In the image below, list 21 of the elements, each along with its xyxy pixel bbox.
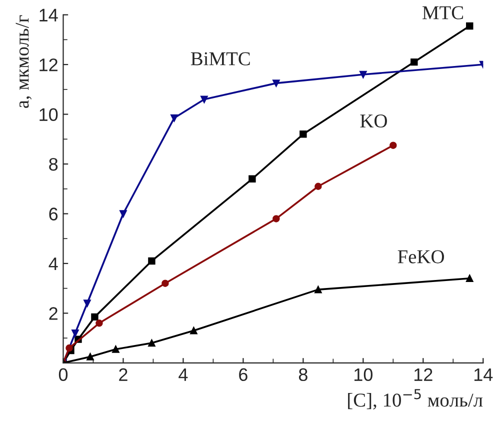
y-tick-label: 4: [48, 258, 58, 270]
x-tick-label: 10: [354, 368, 372, 382]
y-tick-label: 6: [49, 208, 58, 220]
y-tick-label: 2: [49, 307, 58, 320]
series-label: KO: [360, 114, 387, 128]
x-tick-label: 4: [178, 368, 188, 381]
series-label: MTC: [422, 6, 464, 20]
x-tick-label: 2: [119, 368, 128, 381]
x-tick-label: 0: [58, 368, 68, 382]
y-tick-label: 14: [40, 8, 58, 22]
y-tick-label: 10: [40, 108, 58, 121]
x-axis-title: [C], 10$^{−5}$ моль/л: [348, 389, 483, 410]
series-label: BiMTC: [190, 52, 250, 66]
series-label: FeKO: [398, 250, 444, 264]
x-tick-label: 8: [298, 368, 308, 382]
x-tick-label: 6: [239, 368, 248, 382]
y-tick-label: 8: [49, 158, 58, 171]
x-tick-label: 12: [414, 368, 432, 381]
x-tick-label: 14: [474, 368, 493, 381]
y-tick-label: 12: [40, 58, 58, 72]
y-axis-title: a, мкмоль/г: [16, 15, 32, 108]
